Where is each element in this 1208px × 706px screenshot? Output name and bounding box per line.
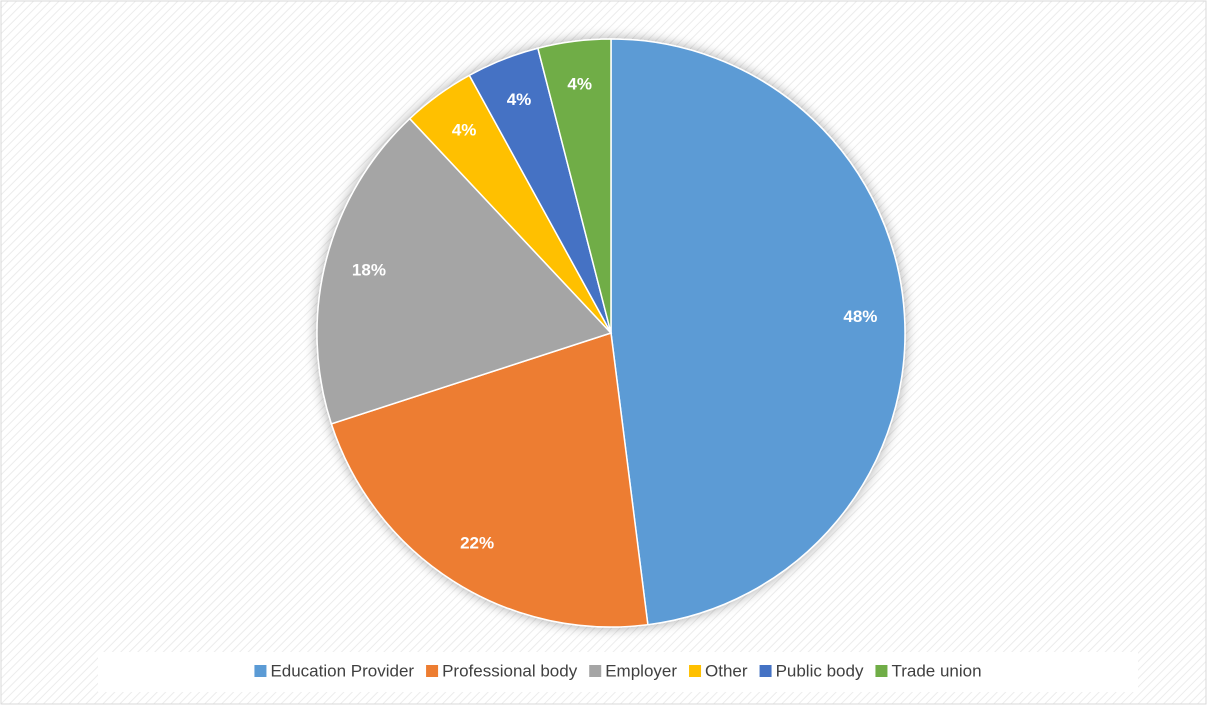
legend-swatch — [426, 665, 439, 677]
legend-box — [98, 652, 1138, 692]
legend-swatch — [759, 665, 772, 677]
legend-label: Employer — [605, 661, 677, 680]
pie — [316, 38, 906, 628]
value-label: 4% — [507, 90, 532, 109]
pie-slice — [316, 117, 613, 425]
legend-label: Trade union — [891, 661, 981, 680]
legend-label: Professional body — [442, 661, 578, 680]
pie-slice — [536, 38, 612, 334]
value-label: 4% — [567, 75, 592, 94]
legend: Education Provider Professional body Emplo… — [254, 661, 982, 680]
legend-swatch — [689, 665, 702, 677]
pie-slice — [610, 38, 906, 626]
value-label: 18% — [352, 260, 386, 279]
legend-swatch — [875, 665, 888, 677]
legend-swatch — [589, 665, 602, 677]
value-label: 22% — [460, 533, 494, 552]
value-label: 48% — [843, 307, 877, 326]
value-label: 4% — [452, 120, 477, 139]
legend-label: Other — [705, 661, 748, 680]
value-labels: 48% 22% 18% 4% 4% 4% — [352, 75, 877, 553]
legend-label: Public body — [776, 661, 864, 680]
legend-label: Education Provider — [270, 661, 414, 680]
legend-swatch — [254, 665, 267, 677]
pie-slice — [330, 332, 649, 628]
